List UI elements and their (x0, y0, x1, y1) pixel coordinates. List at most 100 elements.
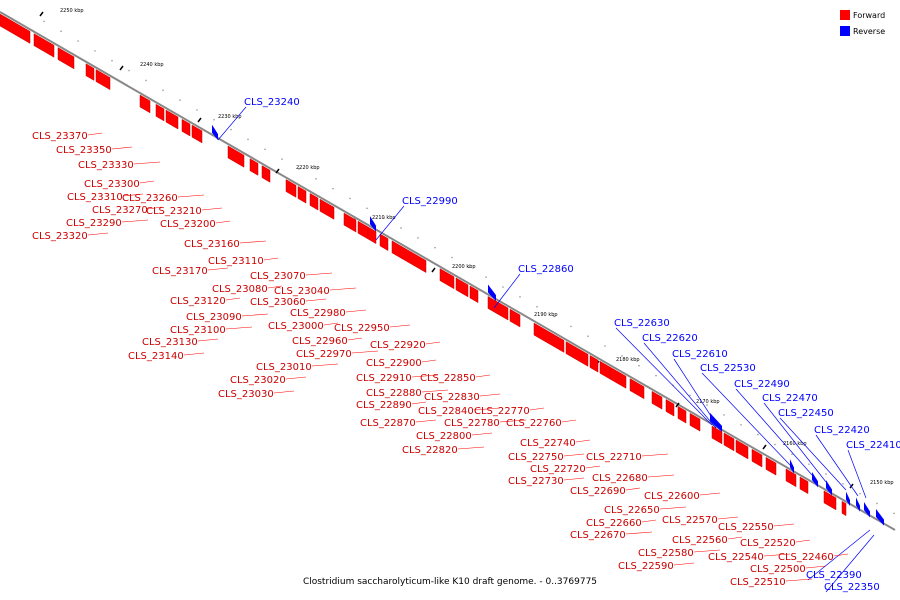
forward-leader (225, 297, 241, 301)
guide-dot (893, 512, 895, 515)
guide-dot (553, 315, 555, 318)
reverse-gene (710, 412, 722, 432)
forward-gene (677, 405, 687, 424)
forward-gene-label: CLS_22730 (508, 476, 564, 487)
reverse-swatch (840, 26, 850, 36)
guide-dot (145, 79, 147, 82)
forward-leader (561, 419, 577, 423)
forward-leader (805, 565, 827, 569)
reverse-gene (846, 491, 850, 506)
forward-gene (651, 390, 663, 410)
forward-gene-label: CLS_23040 (274, 286, 330, 297)
forward-gene-label: CLS_22690 (570, 486, 626, 497)
guide-dot (349, 197, 351, 200)
forward-gene-label: CLS_22770 (474, 406, 530, 417)
forward-leader (763, 553, 791, 557)
forward-gene-label: CLS_22510 (730, 577, 786, 588)
guide-dot (757, 433, 759, 436)
forward-gene-label: CLS_23120 (170, 296, 226, 307)
forward-gene-label: CLS_22710 (586, 452, 642, 463)
forward-gene-label: CLS_22550 (718, 522, 774, 533)
reverse-leader (493, 273, 521, 309)
forward-leader (585, 465, 601, 469)
reverse-gene-label: CLS_22620 (642, 333, 698, 344)
reverse-gene-label: CLS_22630 (614, 318, 670, 329)
forward-gene (379, 233, 389, 251)
forward-gene (751, 448, 763, 468)
tick-mark (275, 168, 280, 174)
forward-gene-label: CLS_22670 (570, 530, 626, 541)
reverse-gene-label: CLS_22350 (824, 582, 880, 593)
reverse-gene (370, 216, 376, 232)
forward-leader (717, 516, 739, 520)
guide-dot (825, 473, 827, 475)
forward-gene-label: CLS_23290 (66, 218, 122, 229)
forward-leader (693, 549, 721, 553)
forward-leader (499, 419, 527, 423)
forward-leader (575, 439, 591, 443)
guide-dot (332, 187, 334, 190)
tick-label: 2210 kbp (372, 215, 396, 221)
gene-labels: CLS_23240 CLS_22990 CLS_22860 CLS_22630 CLS_… (32, 97, 900, 593)
reverse-gene-label: CLS_22420 (814, 425, 870, 436)
guide-dot (298, 168, 300, 170)
guide-dot (247, 138, 249, 141)
reverse-leader (217, 106, 247, 141)
forward-gene (297, 186, 307, 204)
forward-gene-label: CLS_23110 (208, 256, 264, 267)
forward-gene-label: CLS_22950 (334, 323, 390, 334)
forward-leader (563, 453, 585, 457)
reverse-gene (856, 497, 860, 512)
forward-gene (665, 399, 675, 417)
forward-gene-label: CLS_23130 (142, 337, 198, 348)
forward-leader (415, 419, 437, 423)
reverse-gene-label: CLS_22990 (402, 196, 458, 207)
forward-leader (345, 309, 367, 313)
guide-dot (434, 246, 436, 249)
forward-gene-label: CLS_23010 (256, 362, 312, 373)
tick-label: 2220 kbp (296, 165, 320, 171)
reverse-gene (790, 459, 794, 474)
forward-leader (473, 407, 501, 411)
guide-dot (60, 30, 62, 33)
forward-swatch (840, 10, 850, 20)
forward-leader (139, 180, 155, 184)
forward-leader (471, 432, 493, 436)
tick-mark (762, 444, 767, 450)
forward-gene-label: CLS_22680 (592, 473, 648, 484)
forward-leader (351, 350, 379, 354)
guide-dot (230, 128, 232, 131)
forward-gene (629, 378, 645, 400)
tick-mark (39, 11, 44, 17)
tick-mark (675, 402, 680, 408)
forward-leader (833, 553, 849, 557)
guide-dot (315, 177, 317, 180)
forward-gene (589, 355, 599, 373)
forward-gene-label: CLS_22960 (292, 336, 348, 347)
forward-leader (133, 161, 161, 165)
reverse-gene (212, 124, 218, 141)
forward-leader (641, 453, 669, 457)
guide-dot (740, 423, 742, 426)
guide-dot (502, 286, 504, 288)
forward-gene (285, 179, 297, 198)
guide-dot (111, 59, 113, 62)
forward-gene (533, 322, 565, 353)
forward-leader (121, 219, 149, 223)
forward-leader (659, 506, 687, 510)
forward-gene-label: CLS_22880 (366, 388, 422, 399)
forward-leader (87, 132, 103, 136)
guide-dot (77, 40, 79, 42)
tick-label: 2250 kbp (60, 8, 84, 14)
reverse-leader (763, 402, 827, 483)
forward-leader (285, 376, 307, 380)
forward-leader (183, 352, 205, 356)
forward-gene-label: CLS_22570 (662, 515, 718, 526)
forward-gene-label: CLS_22760 (506, 418, 562, 429)
forward-leader (347, 337, 363, 341)
forward-gene-label: CLS_22650 (604, 505, 660, 516)
forward-gene (85, 63, 95, 81)
guide-dot (621, 355, 623, 357)
forward-gene-label: CLS_23310 (67, 192, 123, 203)
guide-dot (43, 20, 45, 23)
